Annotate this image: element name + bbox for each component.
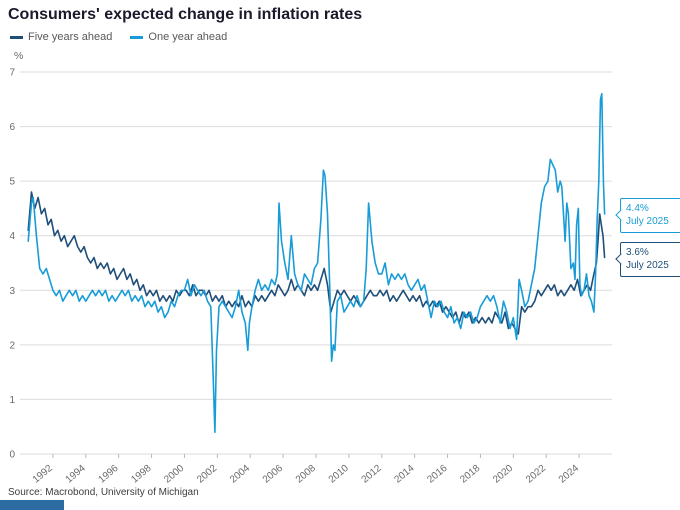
callout-one-year: 4.4% July 2025 (620, 197, 680, 233)
y-tick-label: 6 (9, 122, 15, 133)
x-tick-label: 2010 (327, 463, 351, 486)
y-axis-unit-label: % (14, 50, 24, 62)
y-tick-label: 2 (9, 340, 15, 351)
y-tick-label: 0 (9, 450, 15, 461)
legend-label-five-years: Five years ahead (28, 31, 113, 43)
one-year-line-swatch (130, 35, 144, 39)
callout-five-years-value: 3.6% (626, 246, 649, 258)
legend: Five years ahead One year ahead (10, 31, 227, 43)
x-tick-label: 1992 (31, 463, 55, 486)
x-tick-label: 2024 (557, 463, 581, 486)
callout-five-years-date: July 2025 (626, 260, 669, 272)
x-tick-label: 2016 (425, 463, 449, 486)
x-tick-label: 2014 (393, 463, 417, 486)
five-years-line-swatch (10, 35, 23, 39)
brand-bar (0, 500, 64, 510)
x-tick-label: 2006 (261, 463, 285, 486)
legend-item-five-years: Five years ahead (10, 31, 112, 43)
source-note: Source: Macrobond, University of Michiga… (8, 487, 199, 498)
x-tick-label: 2018 (458, 463, 482, 486)
y-tick-label: 5 (9, 177, 15, 188)
y-tick-label: 4 (9, 231, 15, 242)
x-tick-label: 2012 (360, 463, 384, 486)
x-tick-label: 2002 (195, 463, 219, 486)
legend-label-one-year: One year ahead (148, 31, 228, 43)
y-tick-label: 1 (9, 395, 15, 406)
x-tick-label: 2004 (228, 463, 252, 486)
line-chart: 0 1 2 3 4 5 6 7 1992 1994 1996 1998 2000 2002 2004 2006… (9, 68, 612, 486)
callout-five-years: 3.6% July 2025 (620, 241, 680, 277)
legend-item-one-year: One year ahead (130, 31, 227, 43)
series-line-five-years-ahead (27, 191, 606, 335)
callout-one-year-value: 4.4% (626, 202, 649, 214)
x-tick-label: 1996 (97, 463, 121, 486)
x-tick-label: 2000 (162, 463, 186, 486)
y-tick-label: 3 (9, 286, 15, 297)
page-title: Consumers' expected change in inflation … (8, 6, 363, 23)
x-tick-label: 2020 (491, 463, 515, 486)
x-tick-label: 1994 (64, 463, 88, 486)
x-tick-label: 1998 (129, 463, 153, 486)
x-tick-label: 2022 (524, 463, 548, 486)
callout-one-year-date: July 2025 (626, 216, 669, 228)
y-tick-label: 7 (9, 68, 15, 79)
x-tick-label: 2008 (294, 463, 318, 486)
series-line-one-year-ahead (27, 92, 606, 434)
